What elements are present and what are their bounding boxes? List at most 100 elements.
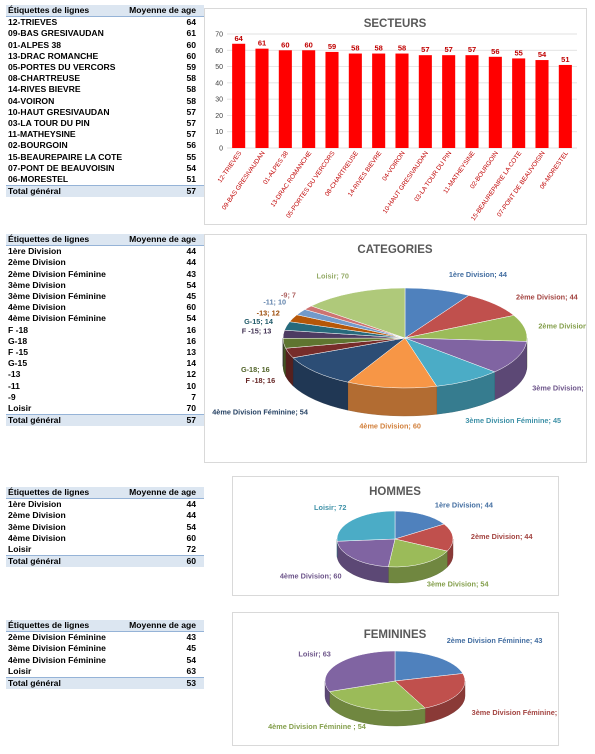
row-value: 13	[186, 347, 196, 358]
pie-slice	[292, 337, 406, 383]
slice-data-label: 1ère Division; 44	[435, 501, 494, 510]
slice-data-label: 3ème Division; 54	[427, 579, 490, 588]
row-label: 07-PONT DE BEAUVOISIN	[8, 162, 115, 173]
bar	[558, 64, 572, 148]
row-value: 60	[186, 39, 196, 50]
row-value: 43	[186, 268, 196, 279]
row-label: Total général	[6, 677, 128, 690]
bar-data-label: 57	[468, 45, 476, 54]
categories-chart: CATEGORIES 1ère Division; 44 2ème Division…	[204, 234, 587, 463]
row-label: -13	[8, 369, 21, 380]
bar	[255, 48, 269, 148]
table-row: 3ème Division 54	[6, 522, 204, 533]
slice-data-label: 2ème Division; 44	[516, 292, 579, 301]
bar	[442, 55, 456, 148]
row-value: 64	[186, 17, 196, 28]
pie-slice	[394, 673, 466, 709]
row-value: 54	[186, 313, 196, 324]
row-value: 16	[186, 335, 196, 346]
y-tick-label: 50	[215, 64, 223, 71]
bar	[465, 55, 479, 148]
table-row: 01-ALPES 38 60	[6, 40, 204, 51]
row-value: 57	[186, 106, 196, 117]
row-label: F -18	[8, 324, 29, 335]
chart-title: CATEGORIES	[357, 244, 433, 256]
table-row: 12-TRIEVES 64	[6, 17, 204, 29]
row-value: 54	[186, 279, 196, 290]
row-label: Loisir	[8, 403, 32, 414]
row-label: 2ème Division Féminine	[8, 632, 106, 643]
feminines-chart: FEMININES 2ème Division Féminine; 43 3ème …	[232, 612, 559, 746]
table-row: 05-PORTES DU VERCORS 59	[6, 62, 204, 73]
row-label: 01-ALPES 38	[8, 39, 62, 50]
bar-data-label: 56	[491, 47, 499, 56]
row-value: 58	[186, 84, 196, 95]
bar	[232, 43, 246, 149]
row-label: 3ème Division	[8, 279, 66, 290]
row-value: 54	[186, 654, 196, 665]
row-label: 4ème Division Féminine	[8, 313, 106, 324]
slice-data-label: 1ère Division; 44	[449, 270, 508, 279]
slice-data-label: -11; 10	[263, 297, 286, 306]
table-header: Étiquettes de lignes Moyenne de age	[6, 5, 204, 18]
slice-data-label: -9; 7	[281, 290, 296, 299]
row-label: 02-BOURGOIN	[8, 140, 68, 151]
slice-data-label: 3ème Division Féminine; 45	[472, 708, 558, 717]
slice-data-label: 4ème Division; 60	[359, 422, 421, 431]
x-tick-label: 10-HAUT GRESIVAUDAN	[382, 150, 431, 215]
row-value: 16	[186, 324, 196, 335]
table-row: 15-BEAUREPAIRE LA COTE 55	[6, 152, 204, 163]
table-row: 13-DRAC ROMANCHE 60	[6, 51, 204, 62]
feminines-pie-chart: FEMININES 2ème Division Féminine; 43 3ème …	[268, 629, 558, 731]
row-value: 45	[186, 291, 196, 302]
bar	[535, 60, 549, 148]
slice-data-label: G-18; 16	[241, 365, 270, 374]
bar	[395, 53, 409, 148]
row-value: 57	[127, 185, 204, 198]
row-value: 54	[186, 162, 196, 173]
slice-data-label: 2ème Division Féminine; 43	[447, 636, 543, 645]
table-row: 3ème Division Féminine 45	[6, 291, 204, 302]
pie-slice	[404, 337, 528, 373]
bar-data-label: 57	[421, 45, 429, 54]
row-value: 51	[186, 174, 196, 185]
chart-title: SECTEURS	[364, 18, 427, 30]
bar	[488, 56, 502, 148]
hommes-pie-chart: HOMMES 1ère Division; 44 2ème Division; 44…	[280, 486, 534, 588]
table-row: 04-VOIRON 58	[6, 96, 204, 107]
row-label: -11	[8, 380, 20, 391]
table-row: 10-HAUT GRESIVAUDAN 57	[6, 107, 204, 118]
table-row: 4ème Division 60	[6, 302, 204, 313]
pie-slice	[394, 510, 445, 540]
row-label: Étiquettes de lignes	[6, 487, 128, 500]
row-value: 60	[186, 50, 196, 61]
categories-pie-chart: CATEGORIES 1ère Division; 44 2ème Division…	[212, 244, 586, 431]
row-value: 57	[186, 118, 196, 129]
row-value: 54	[186, 521, 196, 532]
slice-data-label: G-15; 14	[244, 317, 274, 326]
table-row: 09-BAS GRESIVAUDAN 61	[6, 28, 204, 39]
table-row: -9 7	[6, 392, 204, 403]
row-label: 10-HAUT GRESIVAUDAN	[8, 106, 110, 117]
bar	[325, 51, 339, 148]
row-value: 53	[127, 677, 204, 690]
table-row: G-15 14	[6, 358, 204, 369]
bar-data-label: 57	[444, 45, 452, 54]
slice-data-label: 2ème Division; 44	[471, 532, 534, 541]
table-row: F -18 16	[6, 325, 204, 336]
bar-data-label: 59	[328, 42, 336, 51]
row-value: 58	[186, 95, 196, 106]
row-value: 14	[186, 358, 196, 369]
row-label: 06-MORESTEL	[8, 174, 69, 185]
y-tick-label: 20	[215, 113, 223, 120]
y-tick-label: 0	[219, 146, 223, 153]
slice-data-label: F -18; 16	[246, 376, 276, 385]
x-tick-label: 13-DRAC ROMANCHE	[269, 150, 313, 208]
pie-slice	[347, 337, 438, 389]
row-label: 13-DRAC ROMANCHE	[8, 50, 99, 61]
bar	[302, 50, 316, 148]
table-row: 07-PONT DE BEAUVOISIN 54	[6, 163, 204, 174]
x-tick-label: 09-BAS GRESIVAUDAN	[221, 150, 267, 212]
row-label: F -15	[8, 347, 29, 358]
row-value: Moyenne de age	[127, 234, 204, 247]
